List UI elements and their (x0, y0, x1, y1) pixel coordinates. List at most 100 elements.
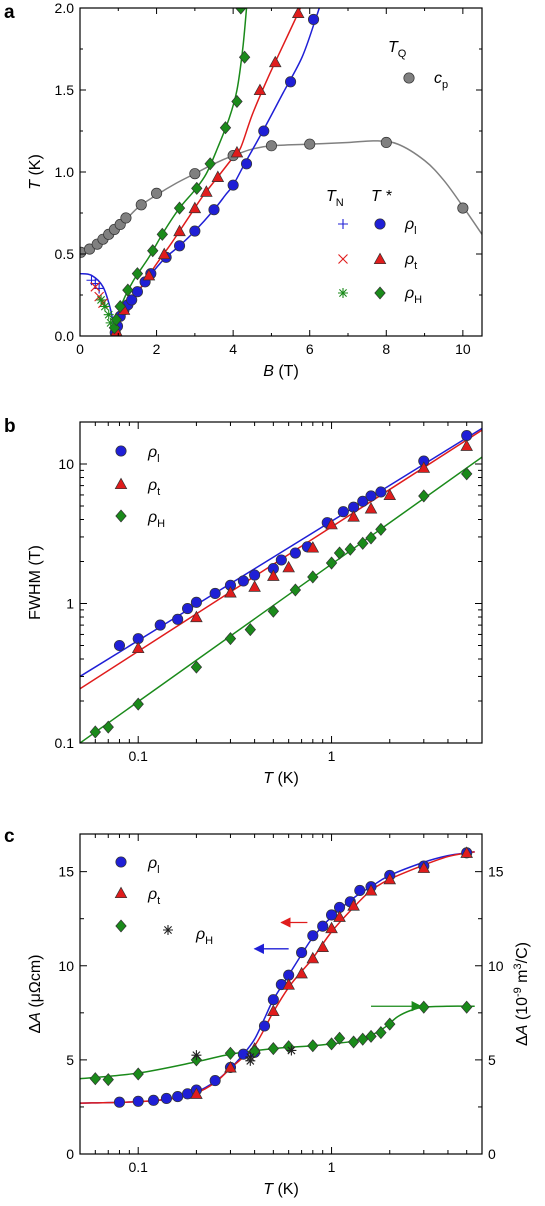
x-tick-label: 10 (455, 341, 471, 357)
point-rho_H (375, 1026, 387, 1040)
point-rho_t (347, 510, 360, 522)
point-rho_H (347, 1035, 360, 1049)
point-rho_H (384, 1017, 396, 1031)
point-rho_H (190, 660, 203, 674)
point-rho_t (364, 884, 378, 896)
point-rho_t (248, 580, 261, 592)
point-rho_l (131, 286, 143, 298)
point-rho_t (460, 846, 473, 858)
panel-a-frame (79, 7, 483, 337)
point-rho_t (325, 517, 338, 530)
x-tick-label: 0.1 (128, 748, 148, 764)
point-rho_t (173, 224, 186, 237)
point-rho_t (267, 569, 280, 581)
panel-a: 0 2 4 6 8 10 0.0 0.5 1.0 1.5 2.0 B (T) T (K) TQ cp TN T … (27, 0, 483, 380)
point-rho_H (307, 1039, 319, 1053)
point-rho_l (147, 1094, 160, 1106)
point-rho_l (267, 994, 279, 1006)
point-rho_l (209, 587, 221, 600)
y-axis-label-right: ΔA (10-9 m3/C) (512, 942, 531, 1046)
x-tick-label: 0 (76, 341, 84, 357)
point-rho_H (224, 632, 237, 646)
point-rho_H (114, 299, 126, 314)
point-rho_l (160, 1092, 173, 1105)
point-cp (265, 140, 277, 152)
point-rho_t (325, 921, 338, 934)
point-rho_H (132, 1067, 144, 1081)
point-rho_l (317, 920, 329, 932)
panel-label-a: a (4, 2, 15, 23)
point-rho_t (295, 966, 308, 979)
point-rho_t (131, 641, 145, 654)
point-rho_l (275, 554, 287, 566)
legend-marker-rho-h (374, 286, 386, 300)
point-rho_H (132, 697, 144, 711)
legend-marker-rho-l (374, 218, 386, 230)
x-axis-label: T (K) (263, 1181, 299, 1198)
fit-line-rho_l (80, 427, 482, 678)
point-rho_l (189, 225, 201, 237)
point-rho_l (182, 602, 194, 615)
point-rho_l (154, 619, 166, 631)
y-tick-label-left: 0 (66, 1146, 74, 1162)
point-rho_H (365, 1029, 377, 1043)
x-tick-label: 0.1 (128, 1159, 148, 1175)
point-rho_H (333, 546, 346, 560)
legend-marker-cp (403, 72, 415, 84)
point-rho_t (364, 502, 378, 514)
point-TN_plus (94, 283, 105, 294)
point-TN_x (90, 281, 101, 292)
point-rho_t (460, 439, 473, 451)
point-cp (380, 136, 392, 149)
point-rho_H (289, 583, 302, 597)
point-rho_H (191, 181, 203, 195)
x-axis-label: T (K) (263, 770, 299, 787)
legend-marker-rho-t (373, 252, 387, 265)
point-rho_H (147, 244, 159, 258)
legend-marker-rho-h (115, 509, 127, 523)
point-rho_H (102, 1073, 114, 1087)
legend-header-tstar: T * (371, 188, 392, 205)
point-rho_H (461, 1000, 473, 1014)
point-rho_l (227, 179, 239, 191)
panel-c-curves (80, 851, 475, 1104)
point-rho_l (237, 575, 249, 587)
legend-marker-rho-t (114, 886, 128, 899)
point-rho_H (219, 121, 232, 135)
x-tick-label: 2 (153, 341, 161, 357)
y-tick-label-left: 10 (58, 958, 74, 974)
y-tick-label: 1.5 (55, 82, 75, 98)
panel-label-c: c (4, 826, 15, 847)
point-rho_t (200, 185, 213, 197)
point-rho_l (249, 569, 261, 581)
y-tick-label: 0.1 (55, 735, 75, 751)
point-rho_l (126, 294, 138, 306)
y-tick-label-right: 5 (488, 1052, 496, 1068)
point-cp (304, 138, 316, 150)
point-rho_l (113, 1096, 126, 1108)
legend-label-cp: cp (434, 70, 448, 91)
panel-label-b: b (4, 416, 16, 437)
legend-header-tn: TN (326, 188, 344, 209)
point-TN_star (99, 301, 110, 312)
y-tick-label: 1 (66, 595, 74, 611)
point-rho_l (307, 13, 320, 26)
legend-label-rho-t: ρt (147, 477, 160, 498)
point-rho_t (417, 461, 431, 473)
point-rho_t (316, 940, 329, 952)
point-rho_t (267, 1004, 280, 1016)
legend-marker-tn-cross (338, 254, 348, 264)
point-rho_t (224, 586, 237, 598)
point-rho_H (357, 1032, 369, 1046)
y-tick-label-left: 15 (58, 864, 74, 880)
point-cp (120, 212, 132, 224)
point-rho_H (365, 531, 377, 545)
point-rho_t (347, 899, 360, 911)
point-rho_H (267, 1042, 280, 1056)
point-rho_H (418, 1000, 430, 1014)
point-rho_H (333, 1031, 346, 1045)
curve-rho_l (80, 851, 475, 1104)
point-rho_l (365, 490, 377, 502)
point-cp (189, 168, 201, 180)
